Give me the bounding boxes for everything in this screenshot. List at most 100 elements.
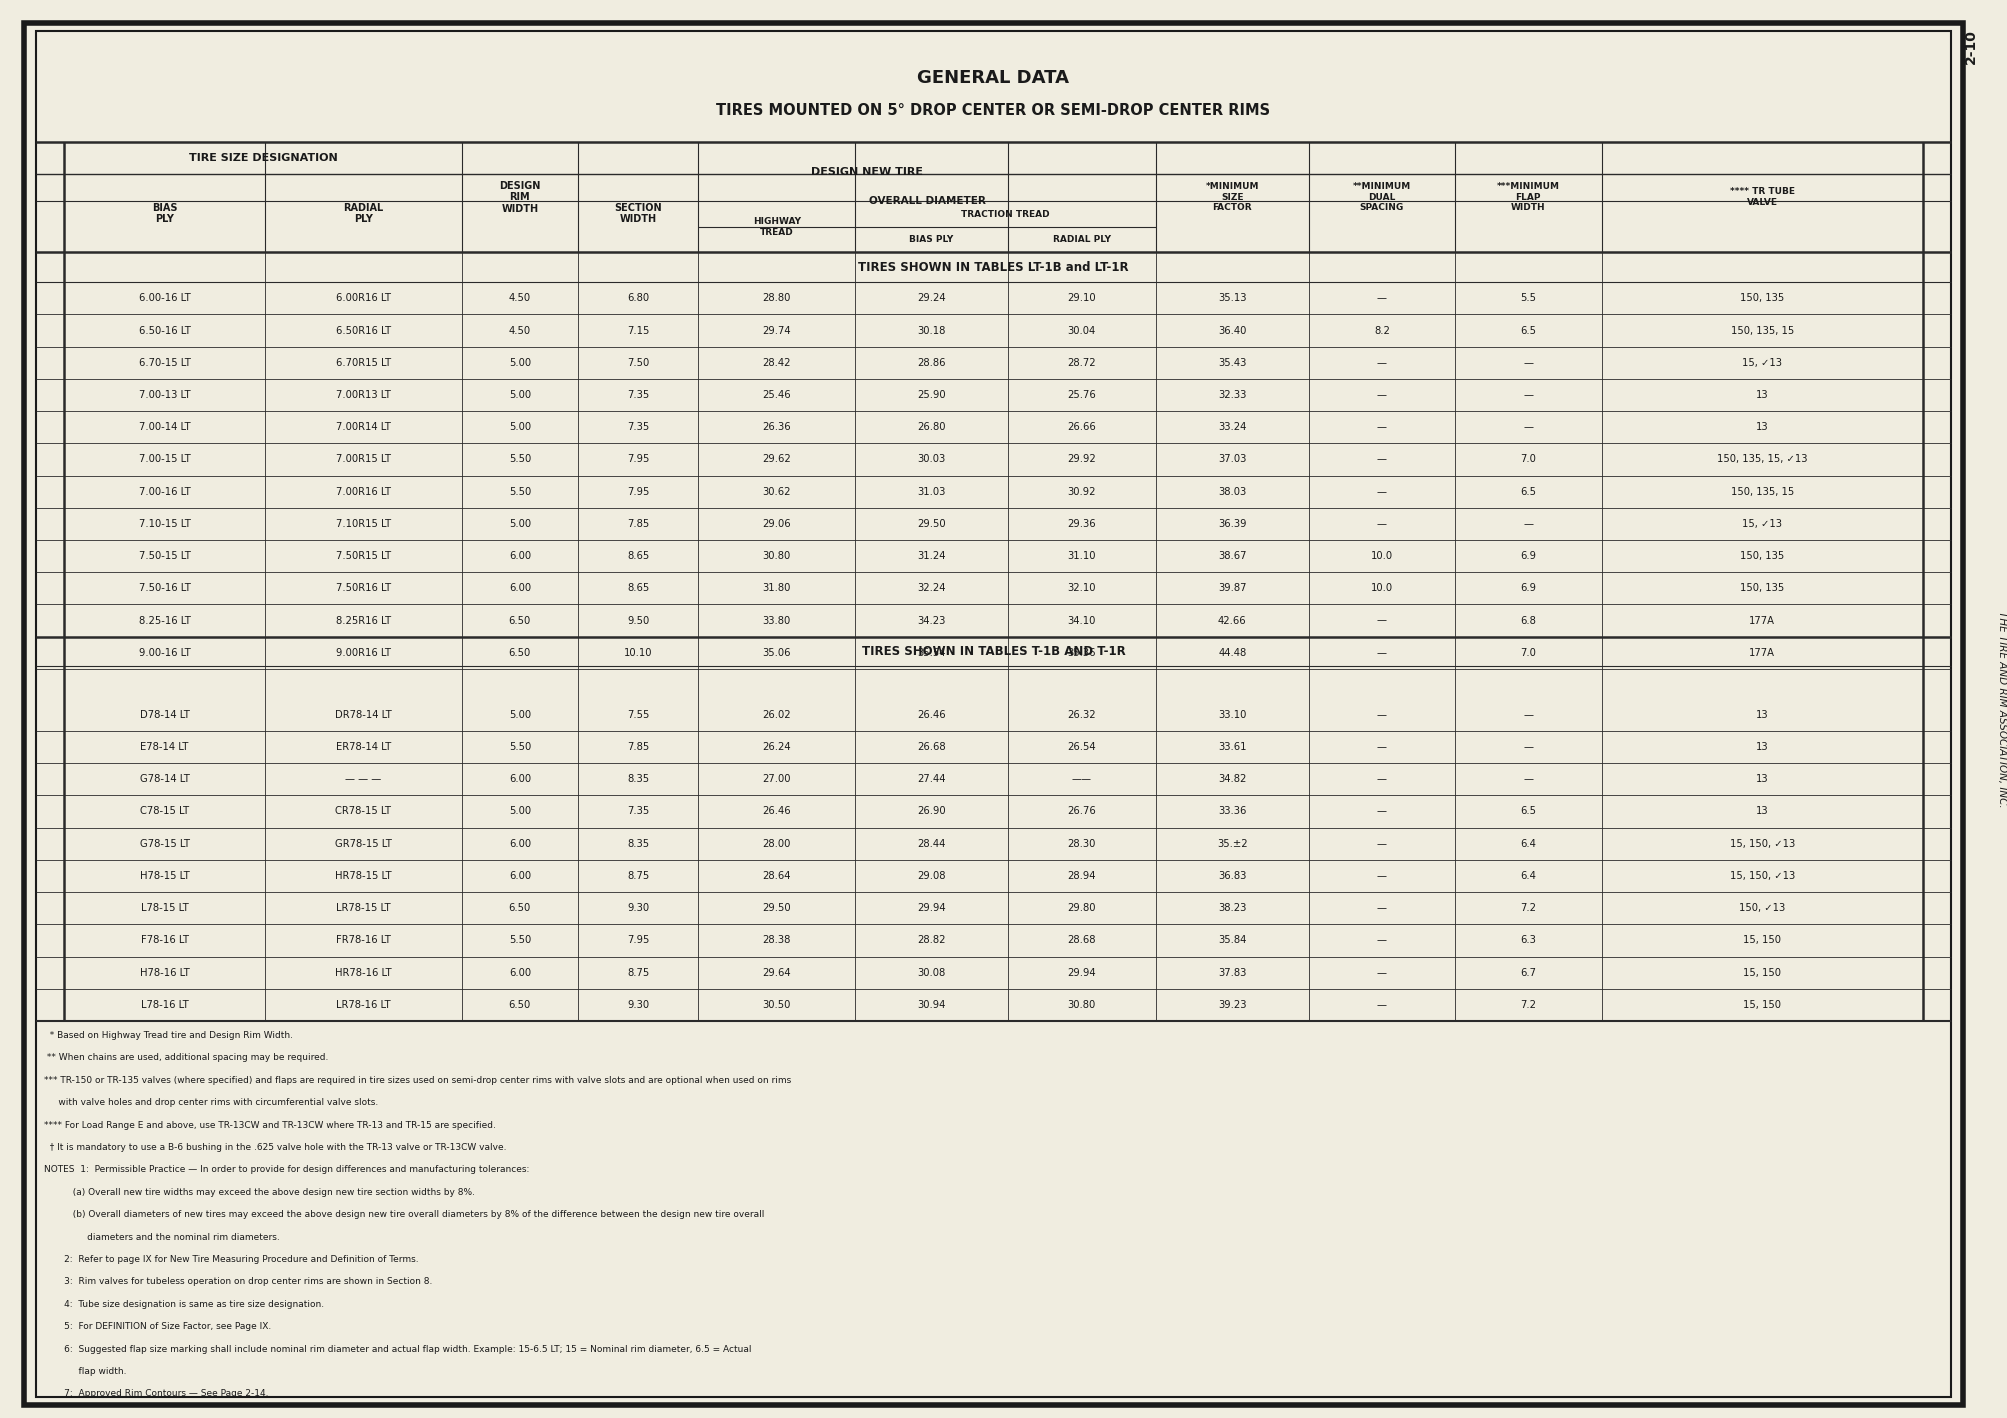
Text: 6.50: 6.50 (508, 648, 532, 658)
Text: 15, 150: 15, 150 (1744, 1000, 1780, 1010)
Text: NOTES  1:  Permissible Practice — In order to provide for design differences and: NOTES 1: Permissible Practice — In order… (44, 1166, 530, 1174)
Text: 36.83: 36.83 (1218, 871, 1246, 881)
Text: 7.00R14 LT: 7.00R14 LT (335, 423, 391, 432)
Text: 36.40: 36.40 (1218, 326, 1246, 336)
Text: 31.03: 31.03 (917, 486, 945, 496)
Text: 7.35: 7.35 (626, 390, 650, 400)
Text: 35.06: 35.06 (763, 648, 791, 658)
Text: 10.10: 10.10 (624, 648, 652, 658)
Text: 35.36: 35.36 (1068, 648, 1096, 658)
Text: 31.80: 31.80 (763, 583, 791, 593)
Text: 7.50R15 LT: 7.50R15 LT (335, 552, 391, 562)
Text: 38.03: 38.03 (1218, 486, 1246, 496)
Text: 5.50: 5.50 (508, 936, 532, 946)
Text: 5.50: 5.50 (508, 742, 532, 752)
Text: 6.00: 6.00 (508, 583, 532, 593)
Text: 30.18: 30.18 (917, 326, 945, 336)
Text: —: — (1377, 967, 1387, 977)
Text: 6.4: 6.4 (1521, 871, 1535, 881)
Text: 7.35: 7.35 (626, 807, 650, 817)
Text: 28.30: 28.30 (1068, 838, 1096, 849)
Text: SECTION
WIDTH: SECTION WIDTH (614, 203, 662, 224)
Text: 32.24: 32.24 (917, 583, 945, 593)
Text: 6.50-16 LT: 6.50-16 LT (138, 326, 191, 336)
Text: 9.30: 9.30 (626, 903, 650, 913)
Text: —: — (1523, 390, 1533, 400)
Text: 9.00R16 LT: 9.00R16 LT (335, 648, 391, 658)
Text: diameters and the nominal rim diameters.: diameters and the nominal rim diameters. (44, 1232, 279, 1242)
Text: 33.36: 33.36 (1218, 807, 1246, 817)
Text: 35.13: 35.13 (1218, 294, 1246, 303)
Text: TIRES MOUNTED ON 5° DROP CENTER OR SEMI-DROP CENTER RIMS: TIRES MOUNTED ON 5° DROP CENTER OR SEMI-… (716, 104, 1270, 118)
Text: H78-15 LT: H78-15 LT (140, 871, 189, 881)
Text: —: — (1523, 742, 1533, 752)
Text: —: — (1377, 774, 1387, 784)
Text: 36.39: 36.39 (1218, 519, 1246, 529)
Text: 6.00: 6.00 (508, 552, 532, 562)
Text: 29.74: 29.74 (763, 326, 791, 336)
Text: 8.35: 8.35 (626, 774, 650, 784)
Text: 30.08: 30.08 (917, 967, 945, 977)
Text: 25.46: 25.46 (763, 390, 791, 400)
Text: 30.50: 30.50 (763, 1000, 791, 1010)
Text: 30.80: 30.80 (763, 552, 791, 562)
Text: 26.46: 26.46 (763, 807, 791, 817)
Text: 29.62: 29.62 (763, 454, 791, 465)
Text: 6.50: 6.50 (508, 615, 532, 625)
Text: 9.30: 9.30 (626, 1000, 650, 1010)
Text: 30.80: 30.80 (1068, 1000, 1096, 1010)
Text: 31.10: 31.10 (1068, 552, 1096, 562)
Text: 4.50: 4.50 (508, 294, 532, 303)
Text: 28.68: 28.68 (1068, 936, 1096, 946)
Text: 26.80: 26.80 (917, 423, 945, 432)
Text: 7.2: 7.2 (1521, 903, 1535, 913)
Text: TRACTION TREAD: TRACTION TREAD (961, 210, 1050, 218)
Text: 150, 135, 15: 150, 135, 15 (1730, 326, 1794, 336)
Text: L78-16 LT: L78-16 LT (140, 1000, 189, 1010)
Text: 5.00: 5.00 (508, 710, 532, 720)
Text: 26.68: 26.68 (917, 742, 945, 752)
Text: —: — (1523, 519, 1533, 529)
Text: — — —: — — — (345, 774, 381, 784)
Text: 28.82: 28.82 (917, 936, 945, 946)
Text: 15, 150, ✓13: 15, 150, ✓13 (1730, 838, 1794, 849)
Text: GR78-15 LT: GR78-15 LT (335, 838, 391, 849)
Text: 29.50: 29.50 (763, 903, 791, 913)
Text: 6.00R16 LT: 6.00R16 LT (335, 294, 391, 303)
Text: BIAS PLY: BIAS PLY (909, 235, 953, 244)
Text: 7.50: 7.50 (626, 357, 650, 367)
Text: FR78-16 LT: FR78-16 LT (335, 936, 391, 946)
Text: 150, 135, 15: 150, 135, 15 (1730, 486, 1794, 496)
Text: 38.67: 38.67 (1218, 552, 1246, 562)
Text: 26.32: 26.32 (1068, 710, 1096, 720)
Text: 6.3: 6.3 (1521, 936, 1535, 946)
Text: **** TR TUBE
VALVE: **** TR TUBE VALVE (1730, 187, 1794, 207)
Text: 39.87: 39.87 (1218, 583, 1246, 593)
Text: —: — (1377, 807, 1387, 817)
Text: 7.50-16 LT: 7.50-16 LT (138, 583, 191, 593)
Text: 38.23: 38.23 (1218, 903, 1246, 913)
Text: 7.00-15 LT: 7.00-15 LT (138, 454, 191, 465)
Text: with valve holes and drop center rims with circumferential valve slots.: with valve holes and drop center rims wi… (44, 1098, 379, 1107)
Text: 150, 135, 15, ✓13: 150, 135, 15, ✓13 (1716, 454, 1808, 465)
Text: LR78-16 LT: LR78-16 LT (335, 1000, 391, 1010)
Text: 28.72: 28.72 (1068, 357, 1096, 367)
Text: 13: 13 (1756, 742, 1768, 752)
Text: G78-14 LT: G78-14 LT (140, 774, 189, 784)
Text: 4.50: 4.50 (508, 326, 532, 336)
Text: 5.00: 5.00 (508, 519, 532, 529)
Text: 5:  For DEFINITION of Size Factor, see Page IX.: 5: For DEFINITION of Size Factor, see Pa… (44, 1322, 271, 1332)
Text: 7.95: 7.95 (626, 454, 650, 465)
Text: 37.03: 37.03 (1218, 454, 1246, 465)
Text: —: — (1377, 519, 1387, 529)
Text: 29.10: 29.10 (1068, 294, 1096, 303)
Text: 7.50R16 LT: 7.50R16 LT (335, 583, 391, 593)
Text: 28.86: 28.86 (917, 357, 945, 367)
Text: 13: 13 (1756, 390, 1768, 400)
Text: —: — (1377, 742, 1387, 752)
Text: 33.61: 33.61 (1218, 742, 1246, 752)
Text: HR78-16 LT: HR78-16 LT (335, 967, 391, 977)
Text: 6:  Suggested flap size marking shall include nominal rim diameter and actual fl: 6: Suggested flap size marking shall inc… (44, 1344, 753, 1354)
Text: 6.00: 6.00 (508, 871, 532, 881)
Text: 28.94: 28.94 (1068, 871, 1096, 881)
